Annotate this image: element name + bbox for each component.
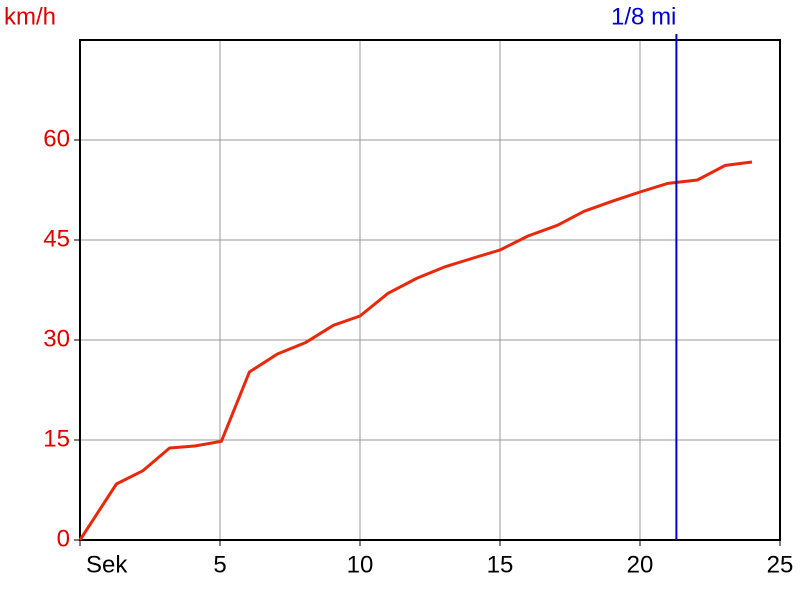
plot-border [79,39,781,541]
y-tick-label: 60 [43,125,70,152]
y-tick-label: 30 [43,325,70,352]
x-tick-label: 5 [213,551,226,578]
x-tick-label: 25 [767,551,794,578]
marker-label: 1/8 mi [611,3,676,30]
x-tick-label: Sek [86,551,128,578]
x-tick-label: 10 [347,551,374,578]
y-tick-label: 15 [43,425,70,452]
y-axis-label: km/h [4,3,56,30]
x-tick-label: 15 [487,551,514,578]
speed-line [78,160,753,541]
x-tick-label: 20 [627,551,654,578]
y-tick-label: 45 [43,225,70,252]
y-tick-label: 0 [57,525,70,552]
